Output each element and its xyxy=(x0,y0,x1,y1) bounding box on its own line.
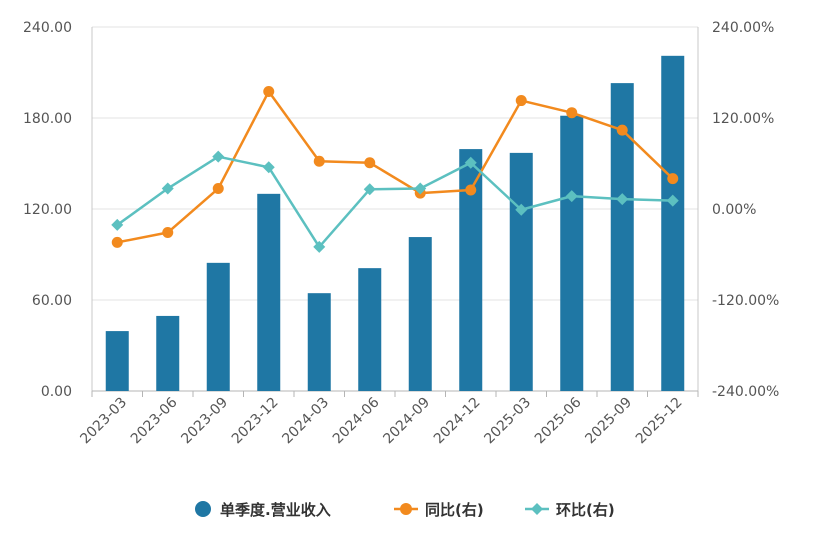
y-left-tick-label: 60.00 xyxy=(32,293,72,309)
x-tick-label: 2023-09 xyxy=(178,395,231,448)
legend-label-1: 同比(右) xyxy=(425,501,484,519)
point-2-2025-06 xyxy=(565,190,578,203)
bar-2023-06 xyxy=(156,315,180,391)
legend-marker-2 xyxy=(531,503,543,515)
point-1-2024-03 xyxy=(313,155,325,167)
bar-2024-06 xyxy=(358,268,382,391)
x-tick-label: 2024-03 xyxy=(279,395,332,448)
point-2-2023-12 xyxy=(262,161,275,174)
x-tick-label: 2025-09 xyxy=(582,395,635,448)
x-tick-label: 2025-12 xyxy=(633,395,686,448)
x-tick-label: 2023-06 xyxy=(128,394,181,447)
bar-2024-03 xyxy=(307,293,331,391)
x-tick-label: 2025-06 xyxy=(532,394,585,447)
point-2-2024-09 xyxy=(414,182,427,195)
point-1-2025-03 xyxy=(515,95,527,107)
point-1-2024-12 xyxy=(465,184,477,196)
bar-2024-12 xyxy=(459,149,483,391)
y-left-tick-label: 120.00 xyxy=(23,202,72,218)
line-series-1 xyxy=(117,90,674,244)
y-right-tick-label: 240.00% xyxy=(712,20,774,36)
x-tick-label: 2023-03 xyxy=(77,395,130,448)
point-1-2025-06 xyxy=(566,107,578,119)
bar-2025-12 xyxy=(661,55,685,392)
point-1-2023-09 xyxy=(212,183,224,195)
point-2-2025-09 xyxy=(616,193,629,206)
y-right-tick-label: 0.00% xyxy=(712,202,756,218)
bar-2025-09 xyxy=(610,83,634,391)
point-1-2024-06 xyxy=(364,157,376,169)
point-1-2023-12 xyxy=(263,85,275,97)
x-tick-label: 2023-12 xyxy=(229,395,282,448)
point-2-2023-09 xyxy=(212,150,225,163)
y-left-tick-label: 240.00 xyxy=(23,20,72,36)
y-right-tick-label: -120.00% xyxy=(712,293,779,309)
point-1-2023-03 xyxy=(111,236,123,248)
y-right-tick-label: -240.00% xyxy=(712,384,779,400)
point-1-2025-12 xyxy=(667,173,679,185)
line-series-2 xyxy=(116,155,673,249)
bar-2023-03 xyxy=(105,331,129,391)
x-tick-label: 2025-03 xyxy=(481,395,534,448)
point-2-2024-06 xyxy=(363,183,376,196)
bar-2023-12 xyxy=(257,193,281,391)
point-1-2023-06 xyxy=(162,227,174,239)
point-2-2024-12 xyxy=(464,156,477,169)
point-2-2025-12 xyxy=(666,194,679,207)
bar-2025-03 xyxy=(509,152,533,391)
legend-marker-1 xyxy=(400,503,412,515)
bar-2023-09 xyxy=(206,262,230,391)
point-2-2025-03 xyxy=(515,203,528,216)
x-tick-label: 2024-12 xyxy=(431,395,484,448)
x-tick-label: 2024-06 xyxy=(330,394,383,447)
y-left-tick-label: 180.00 xyxy=(23,111,72,127)
legend-label-0: 单季度.营业收入 xyxy=(220,501,331,519)
y-right-tick-label: 120.00% xyxy=(712,111,774,127)
point-2-2024-03 xyxy=(313,240,326,253)
x-tick-label: 2024-09 xyxy=(380,395,433,448)
point-2-2023-06 xyxy=(161,182,174,195)
point-1-2025-09 xyxy=(616,124,628,136)
bar-2024-09 xyxy=(408,237,432,391)
legend-bar-marker xyxy=(195,501,211,517)
legend-label-2: 环比(右) xyxy=(556,501,615,519)
point-2-2023-03 xyxy=(111,218,124,231)
y-left-tick-label: 0.00 xyxy=(41,384,72,400)
bar-2025-06 xyxy=(560,115,584,391)
